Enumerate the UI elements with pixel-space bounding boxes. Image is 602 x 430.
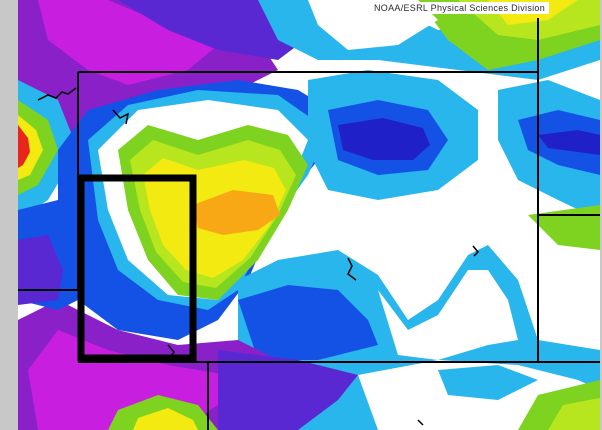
contour-map: NOAA/ESRL Physical Sciences Division [18, 0, 600, 430]
contour-white-lower-v [378, 270, 518, 360]
contour-map-svg [18, 0, 600, 430]
coast-mark-topleft [37, 87, 77, 101]
contour-lime-bottomright [548, 398, 600, 430]
contour-green-farright [528, 205, 600, 250]
contour-yellow-bottom [133, 408, 198, 430]
contour-darkblue-right [338, 118, 430, 160]
coastline-marks [37, 87, 480, 426]
coast-mark-bottom [417, 419, 424, 426]
coast-mark-right [472, 245, 480, 257]
contour-orange-core [193, 190, 280, 235]
contour-darkblue-farright [538, 130, 600, 155]
contour-magenta-topleft-inner [38, 0, 218, 85]
contour-red-leftedge [18, 125, 30, 168]
highlight-box [77, 174, 197, 362]
map-credit: NOAA/ESRL Physical Sciences Division [370, 2, 550, 14]
coast-mark-center [347, 257, 357, 281]
contour-violet-bottom [218, 350, 358, 430]
contour-violet-left [18, 235, 63, 305]
contour-lightblue-bottomright [438, 365, 538, 400]
contour-yellow-leftedge [18, 115, 43, 180]
contour-midblue-lower [238, 285, 378, 360]
coast-mark-top [112, 109, 130, 125]
